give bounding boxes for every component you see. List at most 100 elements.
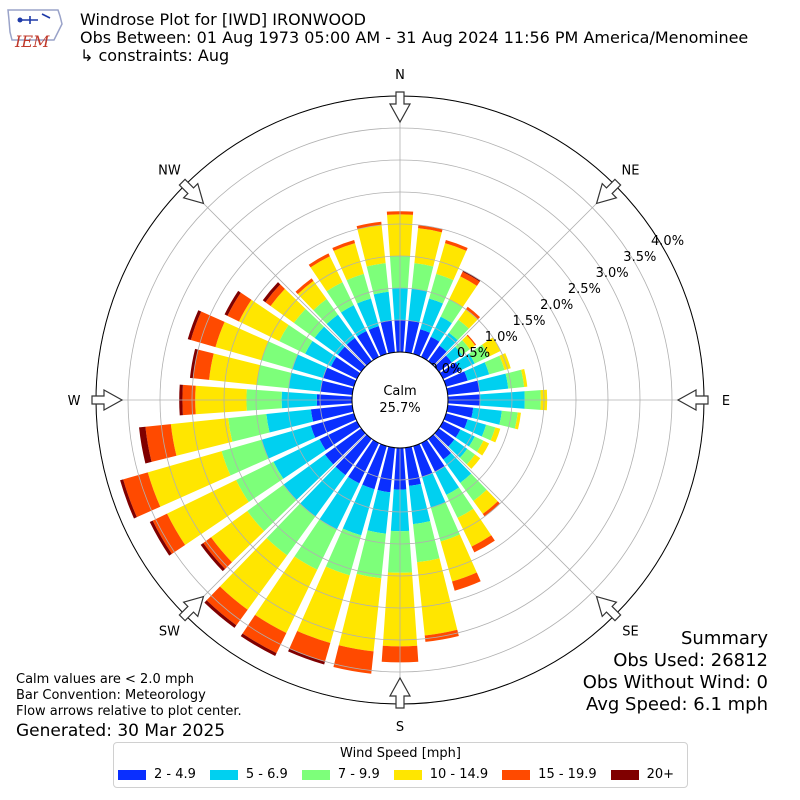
direction-label-se: SE xyxy=(622,625,638,640)
bar-segment-190-bin-3 xyxy=(338,573,382,652)
bar-segment-200-bin-5 xyxy=(288,648,326,665)
bar-segment-300-bin-4 xyxy=(227,292,252,322)
legend-label: 10 - 14.9 xyxy=(429,767,489,782)
bar-segment-20-bin-2 xyxy=(429,273,454,304)
iem-logo: IEM xyxy=(6,6,64,51)
bar-segment-160-bin-3 xyxy=(440,534,477,582)
bar-segment-50-bin-1 xyxy=(446,346,463,363)
bar-segment-340-bin-2 xyxy=(346,273,371,304)
bar-segment-290-bin-1 xyxy=(292,354,327,378)
bar-segment-160-bin-4 xyxy=(452,572,481,591)
bar-segment-240-bin-1 xyxy=(273,439,326,479)
bar-segment-220-bin-0 xyxy=(335,434,372,476)
note-flow-arrows: Flow arrows relative to plot center. xyxy=(16,704,242,719)
bar-segment-10-bin-0 xyxy=(405,320,420,354)
bar-segment-230-bin-0 xyxy=(324,428,366,465)
bar-segment-190-bin-1 xyxy=(367,490,391,534)
direction-arrow-ne xyxy=(595,178,622,205)
summary-obs-used: Obs Used: 26812 xyxy=(613,650,768,671)
bar-segment-110-bin-0 xyxy=(443,413,468,429)
bar-segment-30-bin-3 xyxy=(449,276,477,308)
legend-label: 15 - 19.9 xyxy=(538,767,597,782)
bar-segment-340-bin-1 xyxy=(357,298,379,330)
bar-segment-30-bin-0 xyxy=(421,336,440,361)
bar-segment-50-bin-0 xyxy=(434,355,452,372)
radial-tick-3: 1.5% xyxy=(512,314,545,329)
note-bar-convention: Bar Convention: Meteorology xyxy=(16,688,206,703)
direction-arrows xyxy=(91,91,709,709)
bar-segment-320-bin-3 xyxy=(297,280,327,311)
bar-segment-150-bin-4 xyxy=(471,535,495,553)
legend-swatch xyxy=(502,769,531,780)
chart-constraints: ↳ constraints: Aug xyxy=(80,46,230,65)
bar-segment-210-bin-5 xyxy=(240,633,277,656)
bar-segment-300-bin-0 xyxy=(330,357,361,379)
bar-segment-120-bin-2 xyxy=(468,436,484,452)
bar-segment-40-bin-1 xyxy=(439,332,458,352)
summary-panel: Summary Obs Used: 26812 Obs Without Wind… xyxy=(583,628,768,716)
bar-segment-160-bin-0 xyxy=(413,443,433,477)
bar-segment-170-bin-3 xyxy=(417,558,458,636)
legend-swatch xyxy=(118,769,146,780)
bar-segment-350-bin-4 xyxy=(356,221,382,230)
bar-segment-50-bin-3 xyxy=(462,335,476,350)
summary-title: Summary xyxy=(681,628,768,649)
bar-segment-200-bin-3 xyxy=(297,566,350,644)
bar-segment-260-bin-3 xyxy=(170,418,233,456)
legend: Wind Speed [mph] 2 - 4.9 5 - 6.9 7 - 9.9 10… xyxy=(113,742,688,788)
bar-segment-220-bin-4 xyxy=(206,586,248,626)
bar-segment-230-bin-3 xyxy=(211,510,265,563)
logo-text: IEM xyxy=(15,32,50,51)
radial-tick-1: 0.5% xyxy=(457,346,490,361)
bar-segment-100-bin-3 xyxy=(514,412,521,430)
bar-segment-240-bin-2 xyxy=(236,461,284,502)
radial-tick-4: 2.0% xyxy=(540,298,573,313)
bar-segment-130-bin-3 xyxy=(466,454,481,469)
radial-tick-5: 2.5% xyxy=(568,282,601,297)
spoke-225 xyxy=(184,433,367,616)
bar-segment-230-bin-2 xyxy=(247,484,297,532)
bar-segment-130-bin-2 xyxy=(459,448,476,465)
bar-segment-100-bin-2 xyxy=(499,410,518,429)
radial-tick-8: 4.0% xyxy=(651,234,684,249)
bar-segment-350-bin-3 xyxy=(357,224,386,267)
direction-arrow-n xyxy=(388,91,412,124)
bar-segment-260-bin-4 xyxy=(145,424,177,462)
bar-segment-220-bin-3 xyxy=(219,538,288,610)
bar-segment-250-bin-1 xyxy=(261,425,316,459)
bar-segment-110-bin-2 xyxy=(481,424,496,441)
bar-segment-80-bin-3 xyxy=(521,369,528,387)
bar-segment-130-bin-1 xyxy=(448,439,468,458)
bar-segment-300-bin-3 xyxy=(238,299,289,342)
bar-segment-260-bin-5 xyxy=(139,426,152,464)
bar-segment-40-bin-0 xyxy=(428,345,447,366)
bar-segment-190-bin-4 xyxy=(333,645,374,674)
bar-segment-10-bin-4 xyxy=(418,224,443,233)
calm-center: Calm 25.7% xyxy=(351,351,449,449)
legend-swatch xyxy=(209,769,238,780)
legend-title: Wind Speed [mph] xyxy=(340,746,461,761)
legend-item-3: 10 - 14.9 xyxy=(393,767,489,782)
bar-segment-150-bin-3 xyxy=(457,508,492,547)
bar-segment-210-bin-4 xyxy=(242,614,287,654)
bar-segment-170-bin-1 xyxy=(409,483,431,525)
radial-tick-7: 3.5% xyxy=(623,250,656,265)
radial-tick-labels: 0.0%0.5%1.0%1.5%2.0%2.5%3.0%3.5%4.0% xyxy=(429,234,684,377)
bar-segment-300-bin-1 xyxy=(305,340,337,367)
legend-item-0: 2 - 4.9 xyxy=(118,767,196,782)
bar-segment-200-bin-1 xyxy=(342,484,375,536)
legend-label: 20+ xyxy=(646,767,675,782)
bar-segment-190-bin-0 xyxy=(377,446,395,493)
direction-arrow-se xyxy=(595,595,622,622)
bar-segment-350-bin-2 xyxy=(366,263,389,295)
bar-segment-280-bin-1 xyxy=(288,372,323,392)
chart-header: Windrose Plot for [IWD] IRONWOOD Obs Bet… xyxy=(80,11,748,65)
legend-label: 2 - 4.9 xyxy=(154,767,196,782)
bar-segment-70-bin-1 xyxy=(464,362,490,381)
spoke-315 xyxy=(184,184,367,367)
bar-segment-190-bin-2 xyxy=(356,530,386,579)
bar-segment-280-bin-5 xyxy=(189,348,199,379)
bar-segment-290-bin-3 xyxy=(215,321,269,361)
bar-segment-290-bin-2 xyxy=(261,341,298,370)
bar-segment-220-bin-2 xyxy=(266,503,316,556)
